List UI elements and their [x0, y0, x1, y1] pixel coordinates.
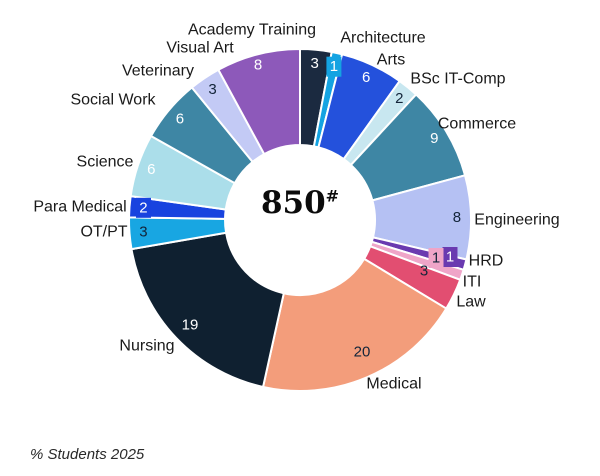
chart-footnote: % Students 2025: [30, 446, 145, 463]
value-label-visual-art: 8: [254, 57, 262, 74]
value-label-architecture: 1: [330, 58, 338, 75]
category-label-social-work: Social Work: [70, 92, 156, 109]
value-badge-para-medical: [135, 197, 151, 218]
value-label-para-medical: 2: [139, 199, 147, 216]
category-label-architecture: Architecture: [340, 30, 425, 47]
category-label-engineering: Engineering: [474, 212, 559, 229]
chart-center-total-value: 850: [260, 185, 326, 221]
segment-medical: [262, 257, 448, 392]
category-label-bsc-it-comp: BSc IT-Comp: [410, 71, 505, 88]
value-label-iti: 1: [432, 250, 440, 267]
value-label-science: 6: [147, 161, 155, 178]
chart-center-total: 850#: [200, 186, 400, 220]
value-badge-iti: [428, 248, 444, 268]
segment-visual-art: [217, 48, 301, 156]
segment-nursing: [130, 231, 285, 388]
chart-center-total-footnote-marker: #: [325, 186, 340, 206]
category-label-commerce: Commerce: [438, 116, 516, 133]
value-badge-architecture: [326, 56, 342, 77]
category-label-science: Science: [77, 154, 134, 171]
value-label-social-work: 6: [176, 110, 184, 127]
value-label-engineering: 8: [453, 209, 461, 226]
category-label-nursing: Nursing: [119, 338, 174, 355]
category-label-law: Law: [456, 294, 486, 311]
value-label-nursing: 19: [182, 317, 199, 334]
category-label-para-medical: Para Medical: [33, 199, 126, 216]
category-label-iti: ITI: [463, 274, 482, 291]
category-label-veterinary: Veterinary: [122, 63, 194, 80]
value-badge-hrd: [442, 247, 458, 267]
value-label-commerce: 9: [430, 130, 438, 147]
category-label-medical: Medical: [366, 376, 421, 393]
category-label-visual-art: Visual Art: [166, 40, 234, 57]
value-label-academy-training: 3: [310, 55, 318, 72]
category-label-hrd: HRD: [469, 253, 504, 270]
value-label-law: 3: [420, 263, 428, 280]
value-label-arts: 6: [362, 69, 370, 86]
category-label-arts: Arts: [377, 52, 405, 69]
category-label-ot-pt: OT/PT: [80, 224, 127, 241]
value-label-medical: 20: [354, 344, 371, 361]
value-label-veterinary: 3: [208, 81, 216, 98]
value-label-bsc-it-comp: 2: [395, 90, 403, 107]
value-label-hrd: 1: [446, 249, 454, 266]
value-label-ot-pt: 3: [139, 224, 147, 241]
category-label-academy-training: Academy Training: [188, 22, 316, 39]
